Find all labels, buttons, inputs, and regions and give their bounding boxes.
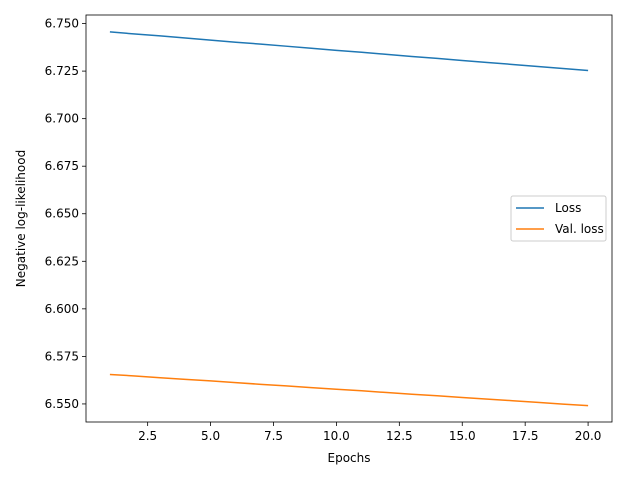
y-axis-label: Negative log-likelihood: [14, 150, 28, 287]
y-tick-label: 6.625: [45, 254, 79, 268]
x-tick-label: 7.5: [264, 429, 283, 443]
x-tick-label: 17.5: [512, 429, 539, 443]
y-tick-label: 6.550: [45, 397, 79, 411]
y-tick-label: 6.725: [45, 64, 79, 78]
legend-label-0: Loss: [555, 201, 581, 215]
axes-frame: [85, 14, 613, 423]
x-tick-label: 12.5: [386, 429, 413, 443]
axes: 2.5 5.0 7.5 10.0 12.5 15.0 17.5 20.0 6.550 6.575 6…: [45, 14, 613, 443]
x-tick-label: 5.0: [201, 429, 220, 443]
y-tick-label: 6.600: [45, 302, 79, 316]
y-tick-label: 6.700: [45, 112, 79, 126]
y-tick-label: 6.675: [45, 159, 79, 173]
legend: Loss Val. loss: [510, 195, 607, 242]
plot-area: [109, 31, 589, 407]
y-tick-label: 6.650: [45, 207, 79, 221]
legend-label-1: Val. loss: [555, 222, 604, 236]
y-tick-label: 6.575: [45, 349, 79, 363]
y-tick-label: 6.750: [45, 17, 79, 31]
series-line-1: [109, 373, 589, 407]
x-tick-label: 2.5: [138, 429, 157, 443]
x-tick-label: 20.0: [575, 429, 602, 443]
x-axis-label: Epochs: [328, 451, 371, 465]
x-tick-label: 10.0: [323, 429, 350, 443]
series-line-0: [109, 31, 589, 72]
x-tick-label: 15.0: [449, 429, 476, 443]
